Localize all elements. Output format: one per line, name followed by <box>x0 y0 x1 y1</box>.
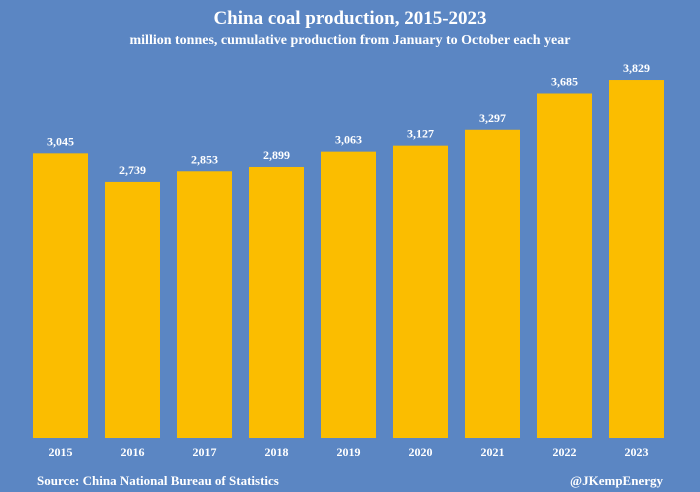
x-tick-2020: 2020 <box>409 445 433 459</box>
value-label-2016: 2,739 <box>119 163 146 177</box>
x-tick-2016: 2016 <box>121 445 145 459</box>
bar-2016 <box>105 181 160 438</box>
bar-2021 <box>465 129 520 438</box>
value-label-2017: 2,853 <box>191 152 218 166</box>
source-note: Source: China National Bureau of Statist… <box>37 473 279 488</box>
bar-2022 <box>537 93 592 438</box>
chart-subtitle: million tonnes, cumulative production fr… <box>130 33 571 48</box>
bar-2018 <box>249 166 304 438</box>
value-label-2022: 3,685 <box>551 74 578 88</box>
value-label-2021: 3,297 <box>479 111 506 125</box>
bar-2015 <box>33 153 88 438</box>
chart-title: China coal production, 2015-2023 <box>213 8 486 29</box>
bar-2020 <box>393 145 448 438</box>
value-label-2023: 3,829 <box>623 61 650 75</box>
x-tick-2015: 2015 <box>49 445 73 459</box>
bar-2019 <box>321 151 376 438</box>
value-label-2015: 3,045 <box>47 134 74 148</box>
x-tick-2018: 2018 <box>265 445 289 459</box>
x-tick-2023: 2023 <box>625 445 649 459</box>
x-tick-2017: 2017 <box>193 445 217 459</box>
x-tick-2019: 2019 <box>337 445 361 459</box>
author-credit: @JKempEnergy <box>570 473 663 488</box>
bar-series: 3,045 2015 2,739 2016 2,853 2017 2,899 2018 3,06… <box>33 61 664 459</box>
bar-2023 <box>609 80 664 438</box>
x-tick-2022: 2022 <box>553 445 577 459</box>
value-label-2019: 3,063 <box>335 133 362 147</box>
value-label-2018: 2,899 <box>263 148 290 162</box>
bar-2017 <box>177 171 232 438</box>
x-tick-2021: 2021 <box>481 445 505 459</box>
value-label-2020: 3,127 <box>407 127 434 141</box>
